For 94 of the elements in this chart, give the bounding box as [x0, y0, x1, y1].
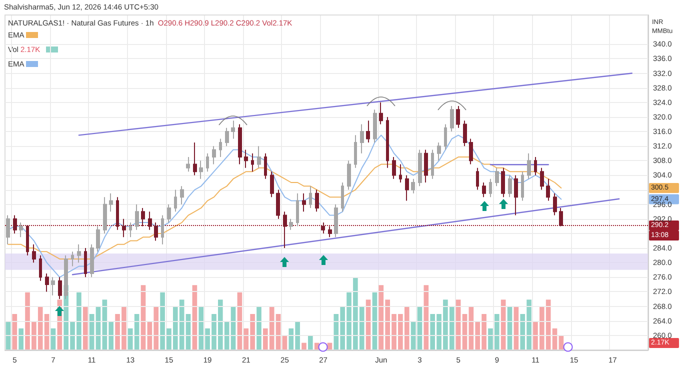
bar [256, 306, 262, 350]
candlestick [13, 214, 17, 234]
candlestick [231, 120, 235, 140]
candlestick [334, 204, 338, 238]
candlestick [386, 116, 389, 168]
candlestick [206, 152, 209, 172]
candlestick [71, 251, 74, 267]
candlestick [219, 138, 222, 158]
candlestick [437, 142, 441, 162]
candlestick [341, 182, 344, 212]
candlestick [103, 196, 107, 234]
candlestick [296, 192, 299, 227]
candlestick [495, 167, 499, 187]
candlestick [411, 178, 415, 194]
candlestick [116, 196, 119, 230]
candlestick [58, 276, 62, 300]
candlestick [6, 214, 10, 245]
candlestick [225, 127, 229, 147]
bar [18, 328, 24, 350]
candlestick [450, 106, 454, 132]
candlestick [508, 174, 512, 198]
candlestick [540, 167, 544, 190]
candlestick [251, 152, 254, 172]
candlestick [141, 207, 145, 227]
candlestick [19, 222, 23, 238]
candlestick [424, 149, 428, 183]
candlestick [469, 138, 473, 165]
candlestick [193, 142, 197, 176]
bar [308, 336, 313, 350]
candlestick [347, 160, 351, 190]
candlestick [212, 146, 216, 165]
candlestick [373, 109, 377, 143]
candlestick [559, 207, 563, 227]
line-series [8, 134, 562, 278]
candlestick [174, 189, 177, 212]
candlestick [302, 192, 306, 212]
candlestick [264, 152, 267, 180]
candlestick [77, 244, 81, 264]
candlestick [456, 106, 460, 128]
candlestick [354, 134, 357, 168]
candlestick [96, 226, 100, 252]
candlestick [32, 244, 36, 264]
candlestick [180, 186, 184, 205]
candlestick [26, 226, 29, 256]
candlestick [90, 244, 94, 278]
candlestick [309, 186, 312, 208]
candlestick [546, 178, 550, 202]
candlestick [289, 218, 293, 230]
candlestick [482, 182, 486, 198]
candlestick [418, 149, 422, 187]
candlestick [321, 222, 325, 234]
candlestick [154, 222, 158, 242]
candlestick [244, 149, 248, 168]
bar [82, 306, 88, 350]
candlestick [45, 273, 49, 292]
bar [12, 314, 18, 350]
candlestick [553, 192, 557, 216]
candlestick [161, 214, 164, 245]
candlestick [476, 167, 479, 190]
candlestick [51, 276, 55, 296]
candlestick [199, 160, 203, 180]
candlestick [431, 149, 434, 180]
candlestick [148, 211, 152, 230]
candlestick [109, 192, 113, 212]
candlestick [489, 178, 492, 198]
candlestick [238, 124, 242, 165]
candlestick [379, 102, 383, 125]
candlestick [270, 171, 274, 198]
candlestick [534, 156, 537, 176]
candlestick [521, 171, 524, 202]
candlestick [186, 156, 190, 172]
candlestick [463, 120, 467, 147]
candlestick [257, 146, 261, 168]
candlestick [392, 156, 396, 180]
candlestick [444, 124, 447, 150]
candlestick [501, 167, 505, 198]
candlestick [360, 124, 364, 154]
candlestick [315, 189, 319, 212]
candlestick [167, 204, 171, 224]
candlestick [328, 226, 332, 238]
candlestick [129, 222, 132, 238]
candlestick [527, 152, 531, 180]
candlestick [84, 248, 87, 278]
candlestick [122, 218, 126, 238]
candlestick [399, 164, 402, 183]
candlestick [39, 254, 42, 282]
candlestick [283, 211, 287, 249]
candlestick [276, 189, 280, 220]
candlestick [514, 174, 518, 216]
line-series [8, 156, 562, 260]
candlestick [366, 120, 370, 143]
candlestick [135, 204, 139, 230]
bar [302, 342, 306, 350]
candlestick [405, 174, 409, 202]
